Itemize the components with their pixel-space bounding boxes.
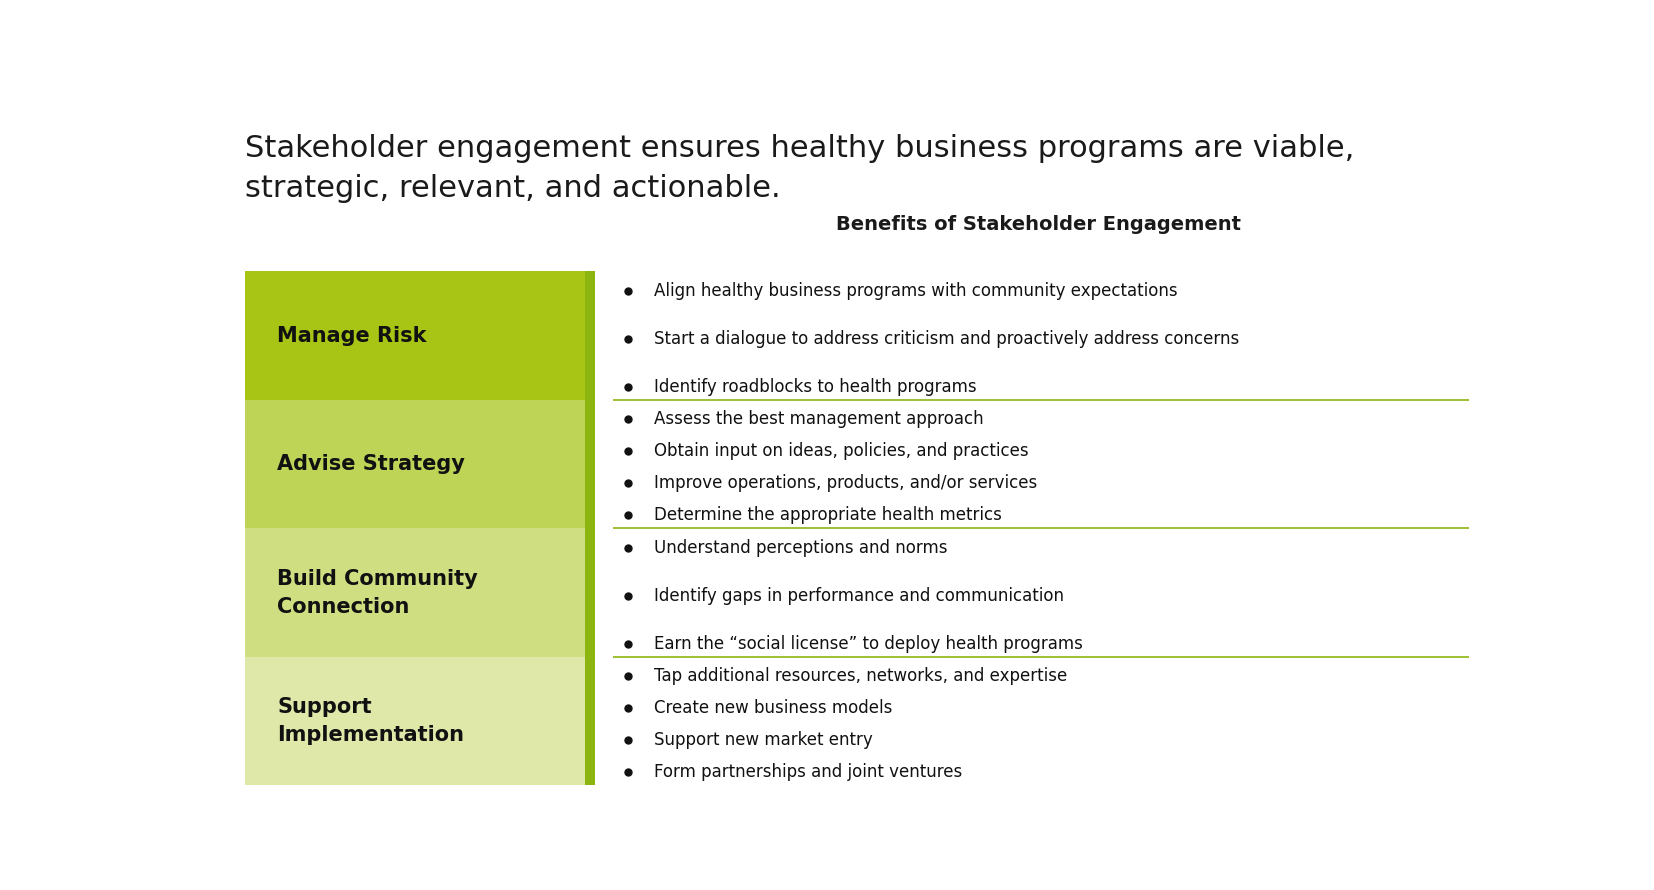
Text: Identify gaps in performance and communication: Identify gaps in performance and communi…	[653, 587, 1064, 604]
Text: Assess the best management approach: Assess the best management approach	[653, 410, 984, 428]
Text: Create new business models: Create new business models	[653, 700, 893, 717]
Text: Form partnerships and joint ventures: Form partnerships and joint ventures	[653, 764, 963, 781]
Bar	[245, 271, 586, 400]
Bar	[245, 529, 586, 657]
Bar	[245, 657, 586, 785]
Text: Build Community
Connection: Build Community Connection	[278, 569, 478, 617]
Text: Determine the appropriate health metrics: Determine the appropriate health metrics	[653, 506, 1002, 524]
Text: Benefits of Stakeholder Engagement: Benefits of Stakeholder Engagement	[835, 214, 1240, 233]
Text: Start a dialogue to address criticism and proactively address concerns: Start a dialogue to address criticism an…	[653, 329, 1239, 348]
Text: Understand perceptions and norms: Understand perceptions and norms	[653, 538, 948, 556]
Text: Earn the “social license” to deploy health programs: Earn the “social license” to deploy heal…	[653, 635, 1083, 653]
Text: Identify roadblocks to health programs: Identify roadblocks to health programs	[653, 378, 978, 396]
Text: Stakeholder engagement ensures healthy business programs are viable,
strategic, : Stakeholder engagement ensures healthy b…	[245, 134, 1355, 203]
Bar	[245, 400, 586, 529]
Text: Support new market entry: Support new market entry	[653, 732, 873, 749]
Text: Align healthy business programs with community expectations: Align healthy business programs with com…	[653, 281, 1178, 300]
Text: Improve operations, products, and/or services: Improve operations, products, and/or ser…	[653, 474, 1037, 492]
Text: Tap additional resources, networks, and expertise: Tap additional resources, networks, and …	[653, 667, 1067, 685]
Text: Obtain input on ideas, policies, and practices: Obtain input on ideas, policies, and pra…	[653, 442, 1029, 460]
Text: Manage Risk: Manage Risk	[278, 326, 427, 345]
Text: Advise Strategy: Advise Strategy	[278, 454, 465, 474]
Bar	[586, 271, 595, 785]
Text: Support
Implementation: Support Implementation	[278, 697, 465, 745]
